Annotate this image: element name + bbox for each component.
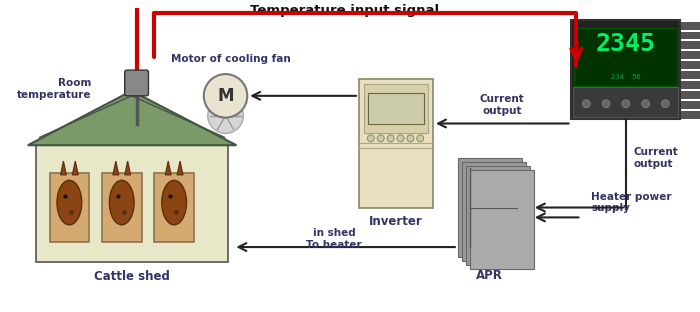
FancyBboxPatch shape (155, 173, 194, 242)
Text: Room
temperature: Room temperature (17, 78, 91, 100)
FancyBboxPatch shape (680, 61, 700, 69)
Text: M: M (217, 87, 234, 105)
Text: in shed
To heater: in shed To heater (307, 228, 362, 250)
Polygon shape (72, 161, 78, 175)
FancyBboxPatch shape (680, 22, 700, 30)
Circle shape (368, 135, 374, 142)
FancyBboxPatch shape (466, 166, 530, 265)
FancyBboxPatch shape (36, 145, 228, 262)
FancyBboxPatch shape (575, 28, 678, 86)
FancyBboxPatch shape (680, 101, 700, 109)
Ellipse shape (162, 180, 186, 225)
Circle shape (377, 135, 384, 142)
FancyBboxPatch shape (125, 70, 148, 96)
Text: 2345: 2345 (596, 32, 656, 56)
Polygon shape (113, 161, 119, 175)
FancyBboxPatch shape (50, 173, 89, 242)
Circle shape (397, 135, 404, 142)
FancyBboxPatch shape (359, 79, 433, 207)
FancyBboxPatch shape (470, 170, 534, 269)
Text: Inverter: Inverter (369, 215, 422, 228)
Circle shape (208, 98, 244, 134)
Polygon shape (177, 161, 183, 175)
FancyBboxPatch shape (462, 162, 526, 261)
Circle shape (407, 135, 414, 142)
Text: Current
output: Current output (480, 94, 525, 115)
Polygon shape (60, 161, 66, 175)
Text: Temperature input signal: Temperature input signal (250, 4, 439, 17)
Text: Cattle shed: Cattle shed (94, 270, 169, 283)
FancyBboxPatch shape (680, 81, 700, 89)
Circle shape (662, 100, 669, 108)
FancyBboxPatch shape (364, 84, 428, 134)
Circle shape (204, 74, 247, 118)
Circle shape (387, 135, 394, 142)
FancyBboxPatch shape (680, 41, 700, 49)
FancyBboxPatch shape (573, 87, 678, 117)
Circle shape (642, 100, 650, 108)
FancyBboxPatch shape (102, 173, 141, 242)
FancyBboxPatch shape (680, 32, 700, 40)
FancyBboxPatch shape (680, 111, 700, 119)
FancyBboxPatch shape (680, 51, 700, 59)
Text: APR: APR (476, 269, 503, 282)
Text: Motor of cooling fan: Motor of cooling fan (171, 54, 290, 64)
FancyBboxPatch shape (680, 91, 700, 99)
FancyBboxPatch shape (458, 158, 522, 257)
Circle shape (582, 100, 590, 108)
Polygon shape (125, 161, 131, 175)
FancyBboxPatch shape (368, 93, 424, 124)
Circle shape (622, 100, 630, 108)
FancyBboxPatch shape (571, 20, 680, 119)
Text: 234  56: 234 56 (611, 74, 640, 80)
Text: Current
output: Current output (634, 147, 678, 169)
FancyBboxPatch shape (680, 71, 700, 79)
Circle shape (602, 100, 610, 108)
Text: Heater power
supply: Heater power supply (592, 192, 672, 213)
Polygon shape (165, 161, 172, 175)
Circle shape (416, 135, 424, 142)
Ellipse shape (109, 180, 134, 225)
Ellipse shape (57, 180, 82, 225)
Polygon shape (28, 91, 237, 145)
